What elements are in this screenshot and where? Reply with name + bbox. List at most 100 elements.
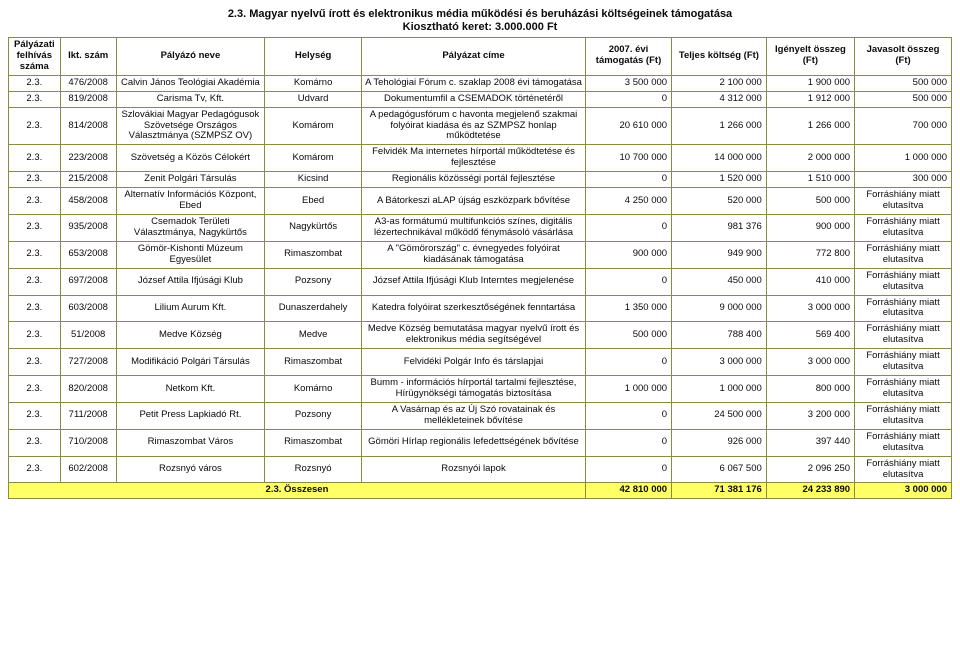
cell-javas: Forráshiány miatt elutasítva xyxy=(855,456,952,483)
cell-evitam: 0 xyxy=(585,429,671,456)
cell-p: 2.3. xyxy=(9,75,61,91)
table-row: 2.3.602/2008Rozsnyó városRozsnyóRozsnyói… xyxy=(9,456,952,483)
cell-igeny: 410 000 xyxy=(766,268,854,295)
col-header-teljes: Teljes költség (Ft) xyxy=(672,38,767,76)
cell-hely: Ebed xyxy=(265,188,362,215)
table-row: 2.3.51/2008Medve KözségMedveMedve Község… xyxy=(9,322,952,349)
cell-p: 2.3. xyxy=(9,349,61,376)
cell-p: 2.3. xyxy=(9,402,61,429)
cell-igeny: 1 510 000 xyxy=(766,172,854,188)
cell-teljes: 24 500 000 xyxy=(672,402,767,429)
cell-cim: A Bátorkeszi aLAP újság eszközpark bővít… xyxy=(362,188,586,215)
totals-label: 2.3. Összesen xyxy=(9,483,586,499)
cell-nev: Csemadok Területi Választmánya, Nagykürt… xyxy=(116,214,265,241)
totals-teljes: 71 381 176 xyxy=(672,483,767,499)
cell-igeny: 2 000 000 xyxy=(766,145,854,172)
cell-igeny: 900 000 xyxy=(766,214,854,241)
cell-igeny: 800 000 xyxy=(766,376,854,403)
cell-ikt: 819/2008 xyxy=(60,91,116,107)
cell-ikt: 727/2008 xyxy=(60,349,116,376)
cell-evitam: 900 000 xyxy=(585,241,671,268)
cell-ikt: 223/2008 xyxy=(60,145,116,172)
cell-javas: Forráshiány miatt elutasítva xyxy=(855,349,952,376)
cell-teljes: 3 000 000 xyxy=(672,349,767,376)
cell-javas: 500 000 xyxy=(855,75,952,91)
cell-hely: Dunaszerdahely xyxy=(265,295,362,322)
cell-hely: Rozsnyó xyxy=(265,456,362,483)
cell-ikt: 814/2008 xyxy=(60,107,116,145)
cell-p: 2.3. xyxy=(9,268,61,295)
cell-ikt: 935/2008 xyxy=(60,214,116,241)
table-row: 2.3.697/2008József Attila Ifjúsági KlubP… xyxy=(9,268,952,295)
cell-teljes: 926 000 xyxy=(672,429,767,456)
table-row: 2.3.458/2008Alternatív Információs Közpo… xyxy=(9,188,952,215)
cell-igeny: 1 900 000 xyxy=(766,75,854,91)
cell-nev: Petit Press Lapkiadó Rt. xyxy=(116,402,265,429)
table-row: 2.3.603/2008Lilium Aurum Kft.Dunaszerdah… xyxy=(9,295,952,322)
cell-cim: Bumm - információs hírportál tartalmi fe… xyxy=(362,376,586,403)
cell-cim: A "Gömörország" c. évnegyedes folyóirat … xyxy=(362,241,586,268)
cell-igeny: 1 912 000 xyxy=(766,91,854,107)
cell-javas: 500 000 xyxy=(855,91,952,107)
cell-javas: Forráshiány miatt elutasítva xyxy=(855,402,952,429)
cell-nev: Szövetség a Közös Célokért xyxy=(116,145,265,172)
cell-evitam: 0 xyxy=(585,402,671,429)
cell-p: 2.3. xyxy=(9,145,61,172)
col-header-hely: Helység xyxy=(265,38,362,76)
cell-igeny: 772 800 xyxy=(766,241,854,268)
cell-teljes: 6 067 500 xyxy=(672,456,767,483)
cell-hely: Komárno xyxy=(265,376,362,403)
cell-p: 2.3. xyxy=(9,107,61,145)
col-header-cim: Pályázat címe xyxy=(362,38,586,76)
page-subtitle: Kiosztható keret: 3.000.000 Ft xyxy=(8,21,952,33)
cell-hely: Pozsony xyxy=(265,402,362,429)
cell-javas: Forráshiány miatt elutasítva xyxy=(855,376,952,403)
cell-nev: József Attila Ifjúsági Klub xyxy=(116,268,265,295)
cell-ikt: 458/2008 xyxy=(60,188,116,215)
table-row: 2.3.223/2008Szövetség a Közös CélokértKo… xyxy=(9,145,952,172)
table-row: 2.3.653/2008Gömör-Kishonti Múzeum Egyesü… xyxy=(9,241,952,268)
cell-nev: Carisma Tv, Kft. xyxy=(116,91,265,107)
cell-javas: Forráshiány miatt elutasítva xyxy=(855,295,952,322)
cell-ikt: 711/2008 xyxy=(60,402,116,429)
cell-hely: Udvard xyxy=(265,91,362,107)
cell-evitam: 1 350 000 xyxy=(585,295,671,322)
totals-evitam: 42 810 000 xyxy=(585,483,671,499)
cell-javas: 1 000 000 xyxy=(855,145,952,172)
cell-evitam: 0 xyxy=(585,214,671,241)
table-row: 2.3.935/2008Csemadok Területi Választmán… xyxy=(9,214,952,241)
col-header-javas: Javasolt összeg (Ft) xyxy=(855,38,952,76)
col-header-ikt: Ikt. szám xyxy=(60,38,116,76)
cell-p: 2.3. xyxy=(9,214,61,241)
cell-javas: Forráshiány miatt elutasítva xyxy=(855,322,952,349)
cell-teljes: 14 000 000 xyxy=(672,145,767,172)
cell-igeny: 500 000 xyxy=(766,188,854,215)
cell-hely: Komárom xyxy=(265,145,362,172)
cell-p: 2.3. xyxy=(9,456,61,483)
cell-cim: Dokumentumfil a CSEMADOK történetéről xyxy=(362,91,586,107)
page-title: 2.3. Magyar nyelvű írott és elektronikus… xyxy=(8,8,952,20)
table-row: 2.3.710/2008Rimaszombat VárosRimaszombat… xyxy=(9,429,952,456)
cell-cim: Medve Község bemutatása magyar nyelvű ír… xyxy=(362,322,586,349)
table-totals-row: 2.3. Összesen 42 810 000 71 381 176 24 2… xyxy=(9,483,952,499)
cell-ikt: 820/2008 xyxy=(60,376,116,403)
cell-teljes: 4 312 000 xyxy=(672,91,767,107)
totals-igeny: 24 233 890 xyxy=(766,483,854,499)
cell-cim: Regionális közösségi portál fejlesztése xyxy=(362,172,586,188)
cell-p: 2.3. xyxy=(9,188,61,215)
cell-ikt: 653/2008 xyxy=(60,241,116,268)
cell-igeny: 2 096 250 xyxy=(766,456,854,483)
col-header-evitam: 2007. évi támogatás (Ft) xyxy=(585,38,671,76)
cell-evitam: 0 xyxy=(585,268,671,295)
cell-teljes: 2 100 000 xyxy=(672,75,767,91)
cell-teljes: 1 266 000 xyxy=(672,107,767,145)
cell-teljes: 949 900 xyxy=(672,241,767,268)
cell-igeny: 3 200 000 xyxy=(766,402,854,429)
cell-p: 2.3. xyxy=(9,241,61,268)
cell-cim: Rozsnyói lapok xyxy=(362,456,586,483)
cell-hely: Pozsony xyxy=(265,268,362,295)
cell-nev: Alternatív Információs Központ, Ebed xyxy=(116,188,265,215)
cell-p: 2.3. xyxy=(9,91,61,107)
cell-evitam: 10 700 000 xyxy=(585,145,671,172)
cell-nev: Calvin János Teológiai Akadémia xyxy=(116,75,265,91)
